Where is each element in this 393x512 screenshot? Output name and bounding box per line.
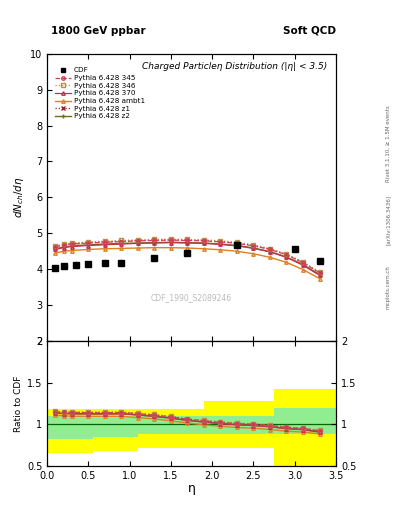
Text: 1800 GeV ppbar: 1800 GeV ppbar	[51, 26, 146, 36]
Y-axis label: $dN_{ch}/d\eta$: $dN_{ch}/d\eta$	[12, 177, 26, 218]
Text: mcplots.cern.ch: mcplots.cern.ch	[386, 265, 391, 309]
Text: [arXiv:1306.3436]: [arXiv:1306.3436]	[386, 195, 391, 245]
Legend: CDF, Pythia 6.428 345, Pythia 6.428 346, Pythia 6.428 370, Pythia 6.428 ambt1, P: CDF, Pythia 6.428 345, Pythia 6.428 346,…	[54, 66, 147, 121]
Text: Charged Particleη Distribution (|η| < 3.5): Charged Particleη Distribution (|η| < 3.…	[142, 62, 327, 71]
Text: CDF_1990_S2089246: CDF_1990_S2089246	[151, 293, 232, 303]
Text: Rivet 3.1.10, ≥ 1.5M events: Rivet 3.1.10, ≥ 1.5M events	[386, 105, 391, 182]
X-axis label: η: η	[187, 482, 196, 495]
Text: Soft QCD: Soft QCD	[283, 26, 336, 36]
Y-axis label: Ratio to CDF: Ratio to CDF	[14, 375, 23, 432]
